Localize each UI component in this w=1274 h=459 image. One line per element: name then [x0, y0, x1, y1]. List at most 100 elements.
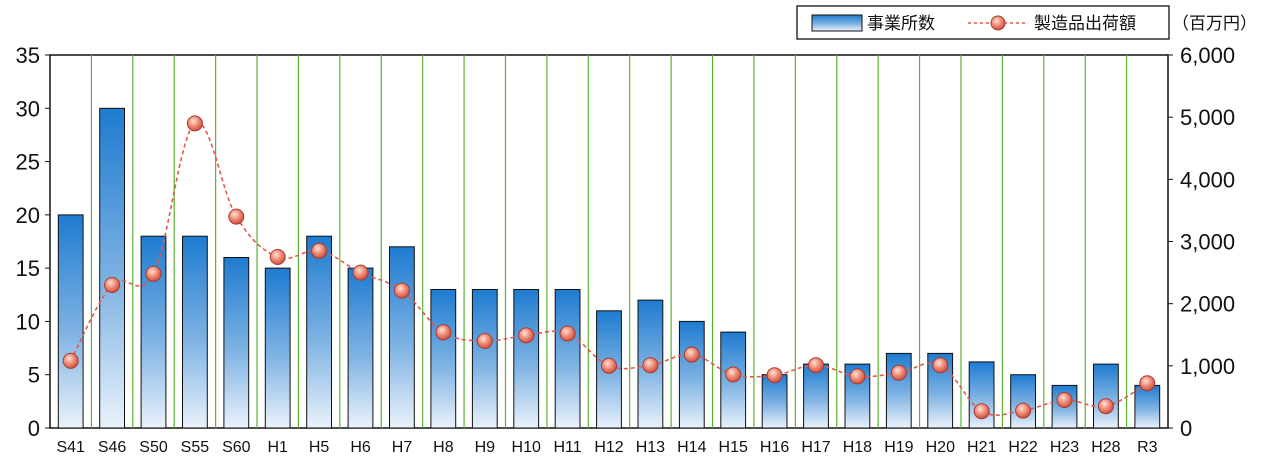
- line-marker-H7: [394, 282, 410, 299]
- bar-H5: [306, 235, 333, 429]
- line-marker-H12: [601, 357, 617, 374]
- x-tick-label-S46: S46: [98, 439, 127, 456]
- right-axis-unit: （百万円）: [1172, 14, 1257, 34]
- x-tick-label-H12: H12: [594, 439, 623, 456]
- left-tick-label: 25: [16, 150, 40, 175]
- line-marker-H28: [1097, 398, 1114, 415]
- line-marker-H14: [683, 346, 700, 363]
- bar-H19: [885, 352, 912, 429]
- bar-series: [57, 107, 1161, 429]
- line-marker-H1: [269, 249, 286, 265]
- bar-S60: [223, 257, 250, 429]
- x-tick-label-H23: H23: [1050, 439, 1079, 456]
- x-tick-label-H8: H8: [433, 439, 454, 456]
- line-marker-R3: [1139, 375, 1156, 392]
- x-tick-label-H20: H20: [926, 439, 955, 456]
- right-tick-label: 3,000: [1180, 230, 1235, 255]
- line-marker-H22: [1015, 402, 1032, 419]
- bar-S46: [99, 107, 125, 429]
- x-tick-label-H15: H15: [719, 439, 748, 456]
- bar-H9: [471, 289, 498, 429]
- line-marker-H6: [352, 264, 369, 281]
- line-marker-H9: [476, 333, 493, 349]
- right-tick-label: 5,000: [1180, 105, 1235, 130]
- x-tick-label-H13: H13: [636, 439, 665, 456]
- legend-bar-swatch: [811, 14, 863, 32]
- x-tick-label-H17: H17: [801, 439, 830, 456]
- right-tick-label: 6,000: [1180, 43, 1235, 68]
- line-marker-H11: [559, 325, 576, 342]
- bar-H7: [389, 246, 415, 429]
- line-marker-S41: [62, 352, 79, 369]
- x-tick-label-H14: H14: [677, 439, 706, 456]
- x-tick-label-H9: H9: [475, 439, 496, 456]
- bar-H17: [803, 363, 829, 429]
- line-marker-H23: [1056, 392, 1073, 408]
- line-marker-H21: [973, 403, 990, 420]
- bar-H23: [1051, 384, 1078, 429]
- left-tick-label: 5: [28, 363, 40, 388]
- bar-H1: [264, 267, 291, 429]
- line-marker-H16: [766, 367, 783, 384]
- bar-H22: [1010, 374, 1037, 429]
- left-tick-label: 10: [16, 309, 40, 334]
- x-tick-label-S50: S50: [139, 439, 168, 456]
- line-marker-H20: [932, 357, 949, 374]
- legend: 事業所数 製造品出荷額 （百万円）: [796, 5, 1257, 40]
- line-marker-S55: [186, 115, 203, 132]
- right-tick-label: 2,000: [1180, 292, 1235, 317]
- legend-bar-label: 事業所数: [867, 14, 935, 34]
- x-tick-label-S55: S55: [181, 439, 210, 456]
- bar-H14: [678, 320, 705, 429]
- right-tick-label: 1,000: [1180, 354, 1235, 379]
- line-marker-H5: [311, 242, 328, 259]
- x-axis: S41 S46 S50 S55 S60 H1 H5 H6 H7 H8 H9 H10 H11 H12 H13 H…: [56, 439, 1157, 456]
- line-marker-H18: [849, 368, 866, 385]
- left-tick-label: 20: [16, 203, 40, 228]
- line-marker-H17: [808, 357, 824, 374]
- line-marker-S46: [104, 277, 121, 293]
- x-tick-label-H1: H1: [267, 439, 288, 456]
- grid-lines: [90, 55, 1128, 428]
- bar-S50: [140, 235, 167, 429]
- left-axis: 0 5 10 15 20 25 30 35: [16, 43, 50, 441]
- left-tick-label: 15: [16, 256, 40, 281]
- x-tick-label-S41: S41: [56, 439, 85, 456]
- bar-R3: [1134, 384, 1161, 429]
- x-tick-label-H11: H11: [554, 439, 582, 456]
- bar-H13: [637, 299, 664, 429]
- bar-S55: [182, 235, 208, 429]
- bar-H8: [430, 289, 457, 429]
- left-tick-label: 30: [16, 96, 40, 121]
- legend-line-marker: [990, 15, 1006, 31]
- x-tick-label-H28: H28: [1091, 439, 1120, 456]
- left-tick-label: 0: [28, 416, 40, 441]
- left-tick-label: 35: [16, 43, 40, 68]
- line-marker-H15: [725, 366, 742, 383]
- line-path: [70, 121, 1148, 416]
- x-tick-label-H19: H19: [884, 439, 913, 456]
- x-tick-label-H6: H6: [350, 439, 371, 456]
- legend-line-label: 製造品出荷額: [1034, 14, 1136, 34]
- x-tick-label-H10: H10: [512, 439, 541, 456]
- line-marker-H19: [890, 364, 907, 381]
- line-marker-S60: [228, 208, 245, 225]
- line-marker-H8: [435, 324, 452, 341]
- x-tick-label-H22: H22: [1008, 439, 1037, 456]
- x-tick-label-H7: H7: [392, 439, 413, 456]
- x-tick-label-H5: H5: [309, 439, 330, 456]
- line-marker-H10: [518, 327, 535, 344]
- x-tick-label-H16: H16: [760, 439, 789, 456]
- right-tick-label: 0: [1180, 416, 1192, 441]
- bar-S41: [57, 214, 84, 429]
- right-axis: 0 1,000 2,000 3,000 4,000 5,000 6,000: [1168, 43, 1235, 441]
- line-series: [62, 115, 1156, 420]
- x-tick-label-H18: H18: [843, 439, 872, 456]
- line-marker-S50: [145, 265, 162, 282]
- bar-H11: [554, 289, 581, 429]
- bar-H10: [513, 289, 540, 429]
- bar-H28: [1093, 363, 1119, 429]
- x-tick-label-S60: S60: [222, 439, 251, 456]
- bar-H6: [347, 267, 374, 429]
